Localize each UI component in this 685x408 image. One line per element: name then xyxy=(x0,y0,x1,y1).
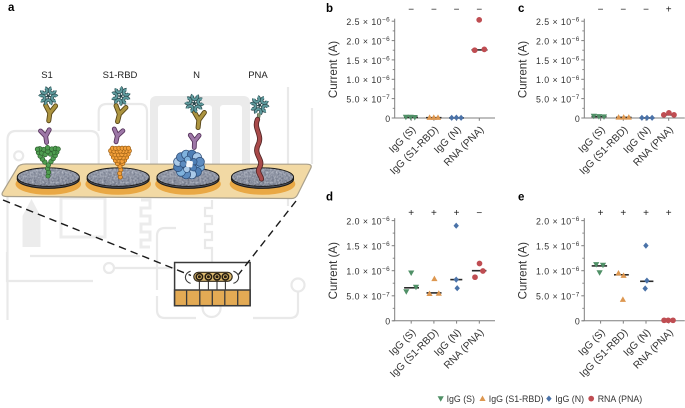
svg-text:a: a xyxy=(8,2,15,14)
svg-text:2.0 × 10−6: 2.0 × 10−6 xyxy=(536,216,580,226)
svg-text:S1: S1 xyxy=(41,70,53,81)
svg-text:0: 0 xyxy=(385,114,390,124)
svg-text:+: + xyxy=(598,208,604,219)
svg-text:N: N xyxy=(193,70,200,81)
svg-text:+: + xyxy=(454,208,460,219)
svg-text:d: d xyxy=(326,192,333,204)
svg-text:5.0 × 10−7: 5.0 × 10−7 xyxy=(346,94,390,104)
svg-text:1.5 × 10−6: 1.5 × 10−6 xyxy=(346,55,390,65)
svg-text:5.0 × 10−7: 5.0 × 10−7 xyxy=(536,94,580,104)
svg-text:0: 0 xyxy=(385,317,390,327)
svg-text:1.5 × 10−6: 1.5 × 10−6 xyxy=(346,241,390,251)
svg-text:1.0 × 10−6: 1.0 × 10−6 xyxy=(536,75,580,85)
svg-text:−: − xyxy=(408,5,414,16)
svg-text:+: + xyxy=(643,208,649,219)
svg-text:+: + xyxy=(431,208,437,219)
svg-text:e: e xyxy=(518,192,524,204)
svg-text:−: − xyxy=(431,5,437,16)
svg-text:+: + xyxy=(666,208,672,219)
svg-text:RNA (PNA): RNA (PNA) xyxy=(598,394,643,404)
svg-text:2.0 × 10−6: 2.0 × 10−6 xyxy=(346,216,390,226)
svg-text:−: − xyxy=(454,5,460,16)
svg-text:2.5 × 10−6: 2.5 × 10−6 xyxy=(536,17,580,27)
svg-text:Current (A): Current (A) xyxy=(327,242,340,299)
svg-text:0: 0 xyxy=(575,317,580,327)
svg-text:−: − xyxy=(476,208,482,219)
svg-text:IgG (N): IgG (N) xyxy=(555,394,584,404)
svg-text:IgG (S): IgG (S) xyxy=(447,394,475,404)
svg-text:c: c xyxy=(518,3,525,15)
svg-text:−: − xyxy=(476,5,482,16)
svg-text:1.0 × 10−6: 1.0 × 10−6 xyxy=(346,266,390,276)
svg-text:IgG (S1-RBD): IgG (S1-RBD) xyxy=(489,394,544,404)
svg-text:−: − xyxy=(620,5,626,16)
svg-text:+: + xyxy=(408,208,414,219)
svg-text:Current (A): Current (A) xyxy=(327,41,340,98)
svg-text:−: − xyxy=(643,5,649,16)
svg-text:+: + xyxy=(666,5,672,16)
svg-text:0: 0 xyxy=(575,114,580,124)
svg-text:PNA: PNA xyxy=(248,70,268,81)
svg-text:1.5 × 10−6: 1.5 × 10−6 xyxy=(536,55,580,65)
svg-text:5.0 × 10−7: 5.0 × 10−7 xyxy=(536,291,580,301)
svg-text:1.0 × 10−6: 1.0 × 10−6 xyxy=(346,75,390,85)
svg-text:−: − xyxy=(598,5,604,16)
svg-text:5.0 × 10−7: 5.0 × 10−7 xyxy=(346,291,390,301)
svg-text:b: b xyxy=(326,3,333,15)
svg-text:2.5 × 10−6: 2.5 × 10−6 xyxy=(346,17,390,27)
svg-text:2.0 × 10−6: 2.0 × 10−6 xyxy=(536,36,580,46)
svg-text:Current (A): Current (A) xyxy=(517,41,530,98)
svg-text:1.0 × 10−6: 1.0 × 10−6 xyxy=(536,266,580,276)
svg-text:Current (A): Current (A) xyxy=(517,242,530,299)
svg-text:2.0 × 10−6: 2.0 × 10−6 xyxy=(346,36,390,46)
svg-text:S1-RBD: S1-RBD xyxy=(103,70,138,81)
svg-text:+: + xyxy=(620,208,626,219)
svg-text:1.5 × 10−6: 1.5 × 10−6 xyxy=(536,241,580,251)
